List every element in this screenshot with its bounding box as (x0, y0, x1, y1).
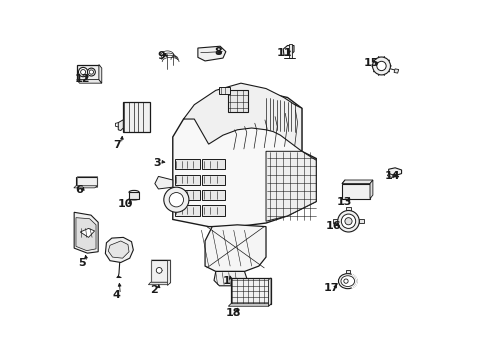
Polygon shape (77, 80, 102, 83)
Text: 15: 15 (364, 58, 379, 68)
Polygon shape (80, 228, 94, 237)
Bar (219, 87, 230, 94)
Polygon shape (341, 180, 372, 184)
Circle shape (343, 279, 347, 283)
Circle shape (169, 193, 183, 207)
Polygon shape (148, 282, 170, 285)
Ellipse shape (129, 197, 139, 200)
Polygon shape (108, 241, 129, 258)
Text: 5: 5 (79, 258, 86, 268)
Polygon shape (167, 260, 170, 285)
Polygon shape (155, 176, 172, 189)
Bar (129, 192, 139, 199)
Bar (174, 159, 199, 169)
Polygon shape (198, 46, 225, 61)
Polygon shape (105, 237, 133, 262)
Circle shape (156, 267, 162, 273)
Text: 2: 2 (150, 285, 158, 296)
Bar (202, 159, 224, 169)
Text: 9: 9 (157, 51, 165, 61)
Bar (333, 219, 338, 224)
Bar (228, 90, 247, 112)
Polygon shape (388, 168, 401, 176)
Bar (202, 190, 224, 200)
Ellipse shape (129, 190, 139, 194)
Bar (76, 177, 97, 186)
Text: 11: 11 (276, 48, 292, 58)
Circle shape (344, 218, 351, 225)
Bar (123, 102, 150, 132)
Polygon shape (369, 180, 372, 199)
Circle shape (337, 211, 359, 232)
Circle shape (81, 69, 85, 75)
Circle shape (376, 61, 386, 71)
Bar (230, 278, 270, 304)
Bar (150, 260, 170, 282)
Bar (289, 44, 292, 58)
Polygon shape (283, 45, 293, 55)
Polygon shape (74, 212, 98, 253)
Polygon shape (393, 69, 398, 73)
Ellipse shape (340, 276, 354, 287)
Bar (202, 206, 224, 216)
Polygon shape (214, 271, 247, 286)
Polygon shape (183, 83, 301, 151)
Bar (174, 175, 199, 185)
Circle shape (372, 57, 389, 75)
Polygon shape (74, 186, 97, 188)
Bar (202, 175, 224, 185)
Polygon shape (228, 304, 270, 306)
Circle shape (78, 67, 88, 77)
Text: 6: 6 (75, 185, 82, 195)
Text: 14: 14 (384, 171, 399, 181)
Text: 10: 10 (118, 199, 133, 210)
Text: 8: 8 (214, 46, 222, 57)
Bar (77, 64, 99, 80)
Polygon shape (268, 278, 270, 306)
Polygon shape (204, 225, 265, 271)
Circle shape (87, 68, 95, 76)
Bar (151, 259, 170, 283)
Circle shape (341, 214, 355, 228)
Text: 13: 13 (336, 197, 351, 207)
Polygon shape (172, 90, 316, 226)
Text: 1: 1 (222, 276, 230, 286)
Text: 7: 7 (113, 140, 121, 150)
Ellipse shape (338, 274, 356, 289)
Polygon shape (346, 270, 349, 273)
Text: 4: 4 (112, 291, 120, 301)
Bar (341, 184, 369, 199)
Polygon shape (118, 120, 123, 131)
Polygon shape (76, 218, 96, 251)
Circle shape (89, 70, 93, 74)
Polygon shape (386, 174, 394, 178)
Bar (174, 206, 199, 216)
Bar (77, 176, 97, 187)
Text: 17: 17 (323, 283, 338, 293)
Text: 16: 16 (325, 221, 341, 231)
Text: 12: 12 (75, 74, 90, 84)
Polygon shape (99, 64, 102, 83)
Text: 3: 3 (153, 158, 161, 168)
Circle shape (163, 187, 188, 212)
Text: 18: 18 (225, 308, 240, 318)
Bar (174, 190, 199, 200)
Polygon shape (265, 151, 316, 221)
Bar (345, 207, 351, 211)
Bar (358, 219, 363, 224)
